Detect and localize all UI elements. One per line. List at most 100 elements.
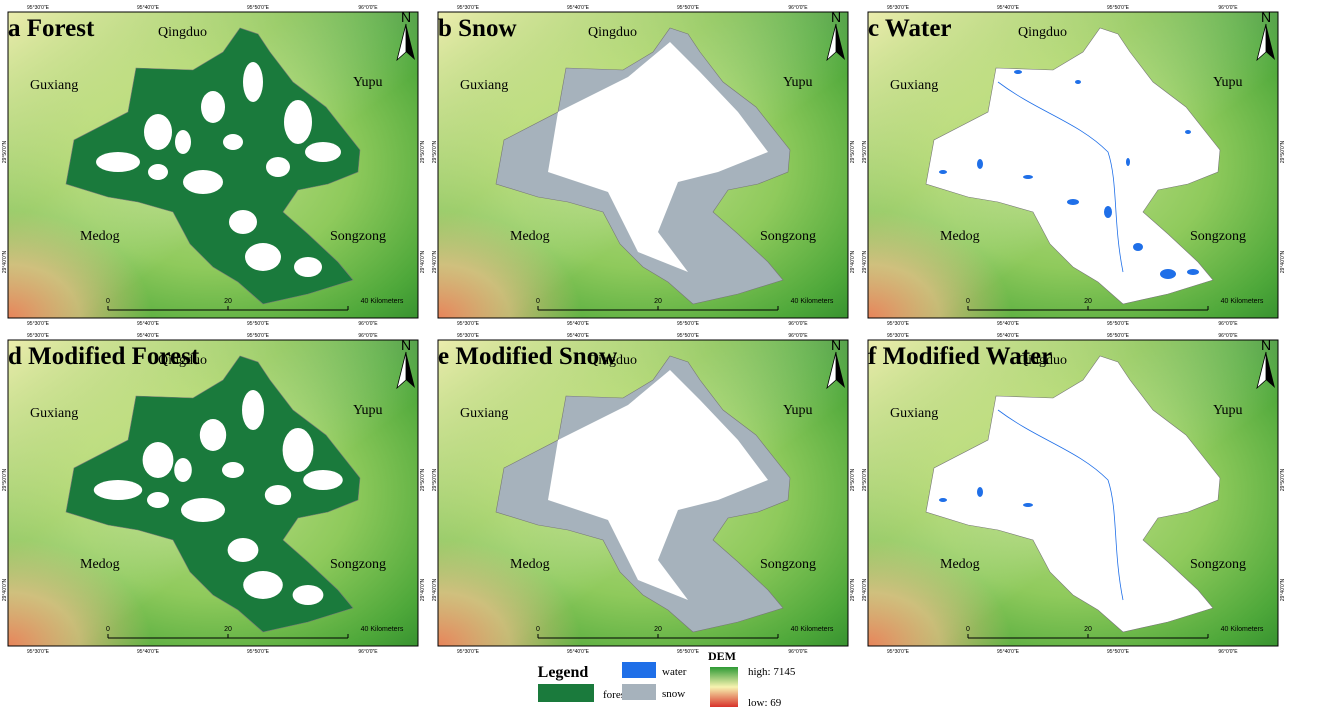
snow-swatch: [622, 684, 656, 700]
north-label: N: [1261, 337, 1271, 353]
lat-label: 29°50'0"N: [862, 140, 868, 163]
map-panel: f Modified WaterQingduoGuxiangYupuMedogS…: [862, 333, 1286, 655]
place-name: Guxiang: [460, 78, 508, 93]
non-forest-area: [245, 243, 281, 271]
place-name: Guxiang: [890, 406, 938, 421]
place-name: Songzong: [1190, 557, 1246, 572]
north-label: N: [831, 337, 841, 353]
dem-title: DEM: [708, 649, 736, 663]
non-forest-area: [201, 91, 225, 123]
lat-label: 29°40'0"N: [2, 578, 8, 601]
water-area: [977, 487, 983, 497]
scale-label: 20: [1084, 298, 1092, 305]
lon-label: 95°50'0"E: [1107, 5, 1130, 11]
panel-title: a Forest: [8, 15, 95, 42]
lat-label: 29°40'0"N: [862, 578, 868, 601]
lon-label: 96°0'0"E: [788, 5, 808, 11]
place-name: Medog: [80, 229, 120, 244]
lat-label: 29°50'0"N: [420, 468, 426, 491]
non-forest-area: [294, 257, 322, 277]
lat-label: 29°50'0"N: [432, 468, 438, 491]
lat-label: 29°50'0"N: [850, 468, 856, 491]
scale-label: 20: [654, 626, 662, 633]
place-name: Medog: [940, 229, 980, 244]
lon-label: 95°30'0"E: [887, 321, 910, 327]
lon-label: 95°40'0"E: [567, 333, 590, 339]
lat-label: 29°50'0"N: [420, 140, 426, 163]
lon-label: 95°40'0"E: [137, 333, 160, 339]
non-forest-area: [243, 571, 283, 599]
dem-low: low: 69: [748, 697, 782, 709]
lat-label: 29°40'0"N: [420, 578, 426, 601]
place-name: Songzong: [1190, 229, 1246, 244]
non-forest-area: [183, 170, 223, 194]
non-forest-area: [174, 458, 192, 482]
dem-high: high: 7145: [748, 666, 796, 678]
lon-label: 95°50'0"E: [1107, 333, 1130, 339]
legend-label: snow: [662, 688, 685, 700]
lon-label: 95°40'0"E: [997, 321, 1020, 327]
lon-label: 95°40'0"E: [567, 5, 590, 11]
lat-label: 29°40'0"N: [2, 250, 8, 273]
lon-label: 96°0'0"E: [1218, 649, 1238, 655]
non-forest-area: [265, 485, 291, 505]
place-name: Guxiang: [30, 406, 78, 421]
scale-label: 0: [536, 298, 540, 305]
lon-label: 95°30'0"E: [27, 649, 50, 655]
lat-label: 29°50'0"N: [862, 468, 868, 491]
scale-label: 20: [224, 298, 232, 305]
water-area: [1187, 269, 1199, 275]
lat-label: 29°40'0"N: [432, 578, 438, 601]
lon-label: 96°0'0"E: [1218, 333, 1238, 339]
lon-label: 95°30'0"E: [457, 5, 480, 11]
lon-label: 95°50'0"E: [247, 321, 270, 327]
lon-label: 95°30'0"E: [887, 649, 910, 655]
lon-label: 96°0'0"E: [788, 321, 808, 327]
place-name: Medog: [80, 557, 120, 572]
lon-label: 96°0'0"E: [788, 649, 808, 655]
place-name: Medog: [940, 557, 980, 572]
water-area: [1160, 269, 1176, 279]
lon-label: 96°0'0"E: [358, 321, 378, 327]
non-forest-area: [147, 492, 169, 508]
non-forest-area: [303, 470, 343, 490]
lon-label: 95°30'0"E: [887, 5, 910, 11]
place-name: Yupu: [353, 75, 383, 90]
lon-label: 95°40'0"E: [997, 333, 1020, 339]
lon-label: 95°50'0"E: [677, 5, 700, 11]
scale-label: 0: [966, 298, 970, 305]
lat-label: 29°40'0"N: [850, 250, 856, 273]
panel-title: c Water: [868, 15, 952, 42]
non-forest-area: [175, 130, 191, 154]
lon-label: 95°50'0"E: [677, 649, 700, 655]
legend-label: water: [662, 666, 687, 678]
figure: a Forest Qingduo Guxiang Yupu Medog Songzong N…: [0, 0, 1317, 711]
place-name: Qingduo: [158, 353, 207, 368]
lon-label: 95°50'0"E: [677, 321, 700, 327]
legend-title: Legend: [538, 664, 589, 681]
lon-label: 95°30'0"E: [457, 321, 480, 327]
place-name: Qingduo: [588, 25, 637, 40]
water-area: [1067, 199, 1079, 205]
lon-label: 95°30'0"E: [457, 649, 480, 655]
scale-label: 0: [106, 626, 110, 633]
lat-label: 29°50'0"N: [1280, 468, 1286, 491]
non-forest-area: [181, 498, 225, 522]
place-name: Yupu: [353, 403, 383, 418]
scale-label: 0: [536, 626, 540, 633]
forest-swatch: [538, 684, 594, 702]
place-name: Yupu: [1213, 403, 1243, 418]
lat-label: 29°50'0"N: [2, 468, 8, 491]
lon-label: 95°50'0"E: [247, 5, 270, 11]
water-area: [1104, 206, 1112, 218]
lon-label: 96°0'0"E: [1218, 321, 1238, 327]
scale-label: 0: [106, 298, 110, 305]
non-forest-area: [229, 210, 257, 234]
lon-label: 95°40'0"E: [137, 321, 160, 327]
place-name: Qingduo: [158, 25, 207, 40]
lat-label: 29°40'0"N: [1280, 250, 1286, 273]
lat-label: 29°40'0"N: [432, 250, 438, 273]
place-name: Songzong: [760, 229, 816, 244]
place-name: Qingduo: [588, 353, 637, 368]
